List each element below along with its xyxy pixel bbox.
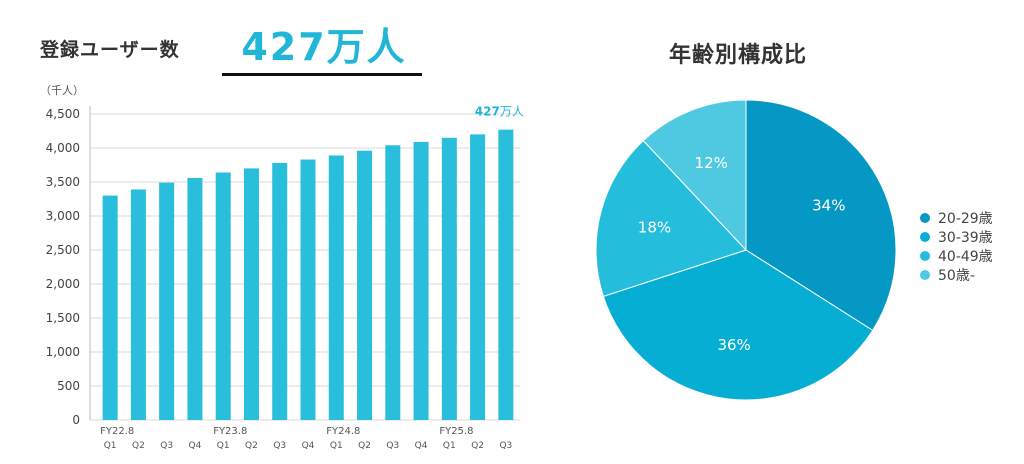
pie-slice-label: 18% bbox=[638, 218, 671, 236]
legend-swatch bbox=[920, 250, 930, 261]
bar bbox=[130, 189, 146, 420]
x-tick-label: Q3 bbox=[386, 441, 399, 451]
bar bbox=[441, 137, 457, 421]
bar bbox=[102, 195, 118, 420]
y-tick-label: 3,000 bbox=[46, 209, 80, 223]
bar bbox=[385, 145, 401, 420]
x-tick-label: Q1 bbox=[217, 441, 230, 451]
pie-legend: 20-29歳 30-39歳 40-49歳 50歳- bbox=[920, 208, 993, 284]
y-tick-label: 3,500 bbox=[46, 175, 80, 189]
fiscal-year-label: FY24.8 bbox=[326, 426, 360, 437]
bar bbox=[187, 177, 203, 420]
bar bbox=[498, 129, 514, 420]
y-tick-label: 4,000 bbox=[46, 141, 80, 155]
bar bbox=[300, 159, 316, 420]
x-tick-label: Q1 bbox=[330, 441, 343, 451]
pie-slice-label: 12% bbox=[695, 154, 728, 172]
x-tick-label: Q2 bbox=[245, 441, 258, 451]
legend-label: 50歳- bbox=[938, 267, 975, 284]
legend-label: 20-29歳 bbox=[938, 210, 993, 227]
bar bbox=[215, 172, 231, 420]
legend-swatch bbox=[920, 269, 930, 280]
pie-chart: 34% 36% 18% 12% bbox=[595, 99, 897, 401]
y-tick-label: 2,500 bbox=[46, 243, 80, 257]
bar bbox=[272, 162, 288, 420]
x-tick-label: Q4 bbox=[302, 441, 315, 451]
x-tick-label: Q3 bbox=[160, 441, 173, 451]
legend-label: 30-39歳 bbox=[938, 229, 993, 246]
y-tick-label: 2,000 bbox=[46, 277, 80, 291]
bar-callout-label: 427万人 bbox=[475, 105, 524, 119]
x-tick-label: Q2 bbox=[358, 441, 371, 451]
y-axis-unit: （千人） bbox=[40, 84, 84, 97]
y-tick-label: 0 bbox=[72, 413, 80, 427]
x-tick-label: Q3 bbox=[273, 441, 286, 451]
x-tick-label: Q3 bbox=[499, 441, 512, 451]
bar-chart: 0 500 1,000 1,500 2,000 2,500 3,000 3,500 4,000 4… bbox=[46, 105, 524, 451]
y-tick-label: 1,000 bbox=[46, 345, 80, 359]
headline-underline bbox=[222, 73, 422, 76]
bar bbox=[243, 168, 259, 420]
pie-chart-panel: 年齢別構成比 34% 36% 18% 12% 20-29歳 30-39歳 40-49歳 50… bbox=[548, 0, 1024, 464]
x-tick-label: Q2 bbox=[471, 441, 484, 451]
x-tick-label: Q1 bbox=[104, 441, 117, 451]
bar-callout-number: 427 bbox=[475, 105, 500, 119]
fiscal-year-label: FY22.8 bbox=[100, 426, 134, 437]
fiscal-year-label: FY23.8 bbox=[213, 426, 247, 437]
bar-chart-panel: 登録ユーザー数 427万人 （千人） 0 500 1,000 1,500 2,000 2,… bbox=[40, 25, 524, 451]
bar bbox=[413, 141, 429, 420]
legend-swatch bbox=[920, 212, 930, 223]
legend-item: 30-39歳 bbox=[920, 227, 993, 246]
y-tick-label: 1,500 bbox=[46, 311, 80, 325]
x-tick-label: Q1 bbox=[443, 441, 456, 451]
bar bbox=[357, 150, 373, 420]
fiscal-year-label: FY25.8 bbox=[439, 426, 473, 437]
legend-item: 20-29歳 bbox=[920, 208, 993, 227]
legend-swatch bbox=[920, 231, 930, 242]
legend-item: 50歳- bbox=[920, 265, 993, 284]
bar bbox=[159, 182, 175, 420]
pie-slice bbox=[642, 99, 747, 252]
bar bbox=[470, 134, 486, 420]
y-tick-label: 500 bbox=[57, 379, 80, 393]
headline-total: 427万人 bbox=[241, 25, 407, 69]
pie-chart-title: 年齢別構成比 bbox=[668, 43, 807, 68]
legend-item: 40-49歳 bbox=[920, 246, 993, 265]
bar-callout-unit: 万人 bbox=[500, 105, 524, 119]
x-tick-label: Q4 bbox=[415, 441, 428, 451]
pie-slice bbox=[602, 249, 874, 401]
pie-slice bbox=[745, 99, 897, 332]
bar bbox=[328, 155, 344, 421]
y-tick-label: 4,500 bbox=[46, 107, 80, 121]
legend-label: 40-49歳 bbox=[938, 248, 993, 265]
pie-slice-label: 34% bbox=[812, 196, 845, 214]
x-tick-label: Q4 bbox=[189, 441, 202, 451]
pie-slice-label: 36% bbox=[717, 336, 750, 354]
x-tick-label: Q2 bbox=[132, 441, 145, 451]
bar-chart-title: 登録ユーザー数 bbox=[40, 39, 180, 61]
pie-slice bbox=[595, 139, 747, 297]
